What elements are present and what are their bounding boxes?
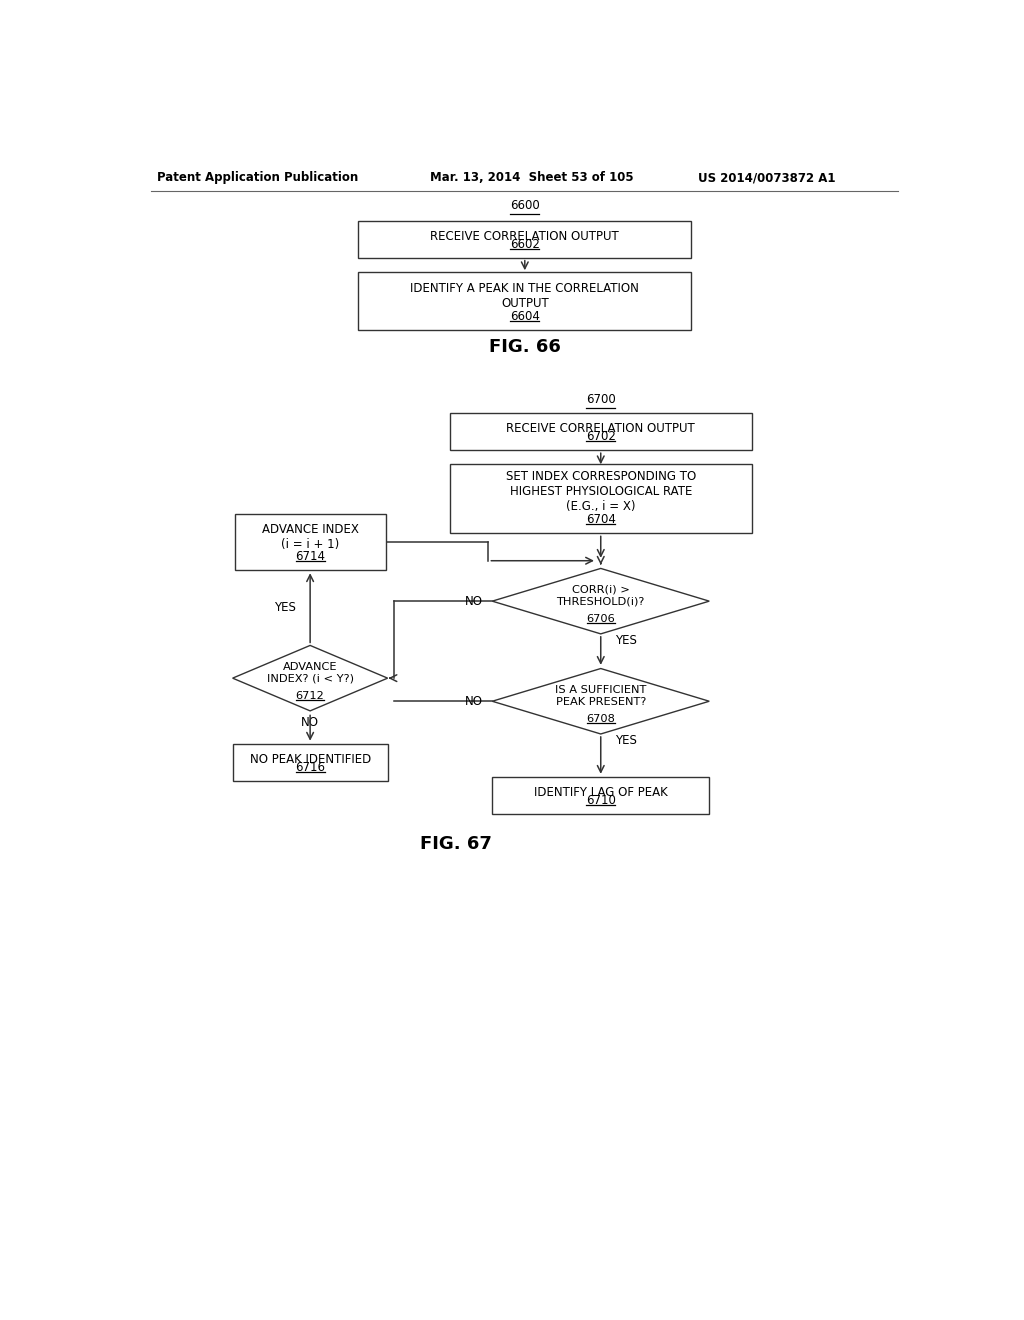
Text: SET INDEX CORRESPONDING TO
HIGHEST PHYSIOLOGICAL RATE
(E.G., i = X): SET INDEX CORRESPONDING TO HIGHEST PHYSI… xyxy=(506,470,696,512)
Text: NO PEAK IDENTIFIED: NO PEAK IDENTIFIED xyxy=(250,754,371,767)
Text: YES: YES xyxy=(614,634,637,647)
FancyBboxPatch shape xyxy=(358,272,691,330)
FancyBboxPatch shape xyxy=(493,777,710,814)
Text: 6704: 6704 xyxy=(586,513,615,527)
FancyBboxPatch shape xyxy=(450,465,752,533)
Text: 6716: 6716 xyxy=(295,762,326,775)
Polygon shape xyxy=(232,645,388,711)
Text: ADVANCE
INDEX? (i < Y?): ADVANCE INDEX? (i < Y?) xyxy=(266,661,353,684)
Text: 6604: 6604 xyxy=(510,310,540,323)
Text: 6602: 6602 xyxy=(510,238,540,251)
Text: 6600: 6600 xyxy=(510,199,540,213)
Text: 6700: 6700 xyxy=(586,393,615,407)
Text: YES: YES xyxy=(614,734,637,747)
Text: 6710: 6710 xyxy=(586,795,615,808)
Text: Patent Application Publication: Patent Application Publication xyxy=(158,172,358,185)
Polygon shape xyxy=(493,569,710,634)
Text: 6706: 6706 xyxy=(587,614,615,624)
Text: US 2014/0073872 A1: US 2014/0073872 A1 xyxy=(697,172,836,185)
FancyBboxPatch shape xyxy=(358,220,691,257)
Text: 6708: 6708 xyxy=(587,714,615,723)
Text: 6712: 6712 xyxy=(296,690,325,701)
FancyBboxPatch shape xyxy=(234,515,386,570)
Text: RECEIVE CORRELATION OUTPUT: RECEIVE CORRELATION OUTPUT xyxy=(430,230,620,243)
Text: FIG. 66: FIG. 66 xyxy=(488,338,561,356)
Text: NO: NO xyxy=(465,594,483,607)
Polygon shape xyxy=(493,668,710,734)
FancyBboxPatch shape xyxy=(232,744,388,781)
Text: IDENTIFY A PEAK IN THE CORRELATION
OUTPUT: IDENTIFY A PEAK IN THE CORRELATION OUTPU… xyxy=(411,282,639,310)
Text: IS A SUFFICIENT
PEAK PRESENT?: IS A SUFFICIENT PEAK PRESENT? xyxy=(555,685,646,706)
Text: 6714: 6714 xyxy=(295,549,326,562)
Text: IDENTIFY LAG OF PEAK: IDENTIFY LAG OF PEAK xyxy=(534,787,668,800)
Text: CORR(i) >
THRESHOLD(i)?: CORR(i) > THRESHOLD(i)? xyxy=(557,585,645,607)
Text: ADVANCE INDEX
(i = i + 1): ADVANCE INDEX (i = i + 1) xyxy=(262,523,358,552)
FancyBboxPatch shape xyxy=(450,413,752,450)
Text: FIG. 67: FIG. 67 xyxy=(420,834,492,853)
Text: Mar. 13, 2014  Sheet 53 of 105: Mar. 13, 2014 Sheet 53 of 105 xyxy=(430,172,634,185)
Text: 6702: 6702 xyxy=(586,430,615,444)
Text: NO: NO xyxy=(301,717,319,729)
Text: NO: NO xyxy=(465,694,483,708)
Text: RECEIVE CORRELATION OUTPUT: RECEIVE CORRELATION OUTPUT xyxy=(507,422,695,436)
Text: YES: YES xyxy=(274,601,296,614)
